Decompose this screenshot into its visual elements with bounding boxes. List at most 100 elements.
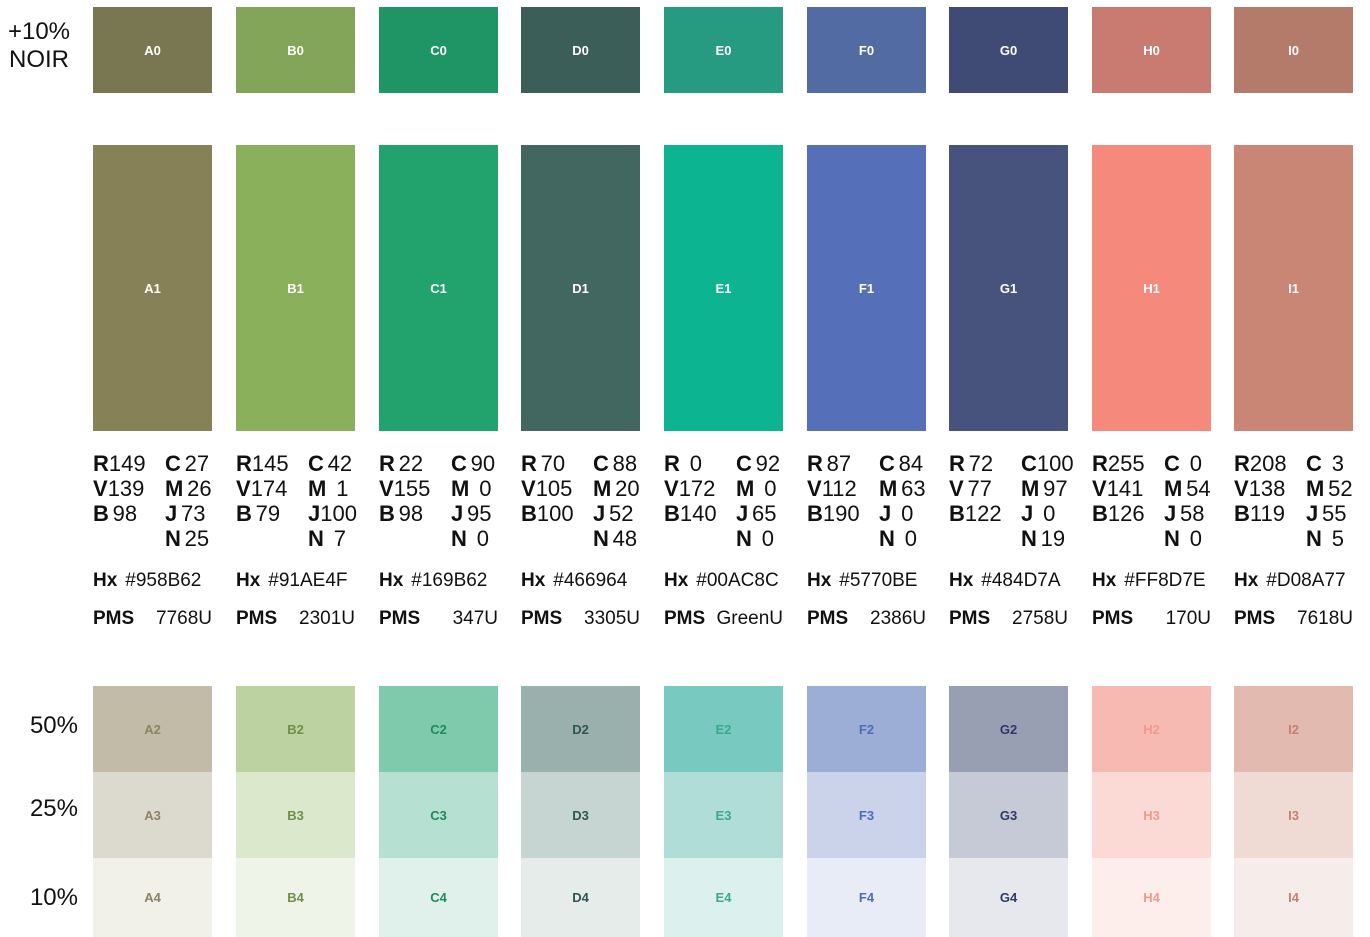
cmjn-value: 0: [761, 526, 775, 551]
color-swatch: A0: [93, 7, 212, 93]
cmjn-c: C 84: [879, 451, 927, 476]
cmjn-key: M: [451, 476, 470, 501]
pms-key: PMS: [664, 608, 706, 629]
color-specs: R 0 C 92 V172 M 0 B140 J 65 N 0: [664, 451, 804, 551]
color-swatch: A1: [93, 145, 212, 431]
rgb-value: 126: [1107, 501, 1145, 526]
cmjn-j: J 55: [1306, 501, 1350, 526]
color-swatch: D1: [521, 145, 640, 431]
pms-code: PMS 3305U: [521, 608, 640, 630]
rgb-value: 22: [398, 451, 424, 476]
cmjn-key: J: [736, 501, 749, 526]
rgb-v: V139: [93, 476, 144, 501]
cmjn-value: 0: [904, 526, 918, 551]
cmjn-m: M 20: [593, 476, 643, 501]
pms-key: PMS: [521, 608, 563, 629]
color-swatch: G3: [949, 772, 1068, 858]
hex-code: Hx #D08A77: [1234, 570, 1370, 592]
rgb-value: 70: [540, 451, 566, 476]
color-swatch: D3: [521, 772, 640, 858]
cmjn-j: J 52: [593, 501, 637, 526]
color-swatch: H0: [1092, 7, 1211, 93]
color-swatch: D4: [521, 858, 640, 937]
cmjn-n: N 48: [593, 526, 641, 551]
rgb-v: V141: [1092, 476, 1144, 501]
cmjn-value: 65: [752, 501, 777, 526]
cmjn-value: 42: [327, 451, 353, 476]
hex-code: Hx #5770BE: [807, 570, 947, 592]
pms-value: GreenU: [716, 608, 783, 629]
pms-key: PMS: [379, 608, 421, 629]
hex-value: #5770BE: [839, 570, 918, 591]
cmjn-key: C: [593, 451, 609, 476]
color-swatch: G0: [949, 7, 1068, 93]
cmjn-value: 55: [1322, 501, 1347, 526]
rgb-key: B: [807, 501, 823, 526]
row-label-noir-line1: +10%: [7, 18, 71, 45]
pms-code: PMS 2301U: [236, 608, 355, 630]
rgb-v: V 77: [949, 476, 996, 501]
cmjn-key: N: [879, 526, 895, 551]
cmjn-j: J100: [308, 501, 357, 526]
hex-value: #FF8D7E: [1124, 570, 1206, 591]
cmjn-key: M: [879, 476, 898, 501]
cmjn-key: N: [1164, 526, 1180, 551]
hex-key: Hx: [236, 570, 261, 591]
pms-value: 2758U: [1012, 608, 1068, 629]
hex-code: Hx #484D7A: [949, 570, 1089, 592]
rgb-b: B190: [807, 501, 860, 526]
cmjn-j: J 73: [165, 501, 209, 526]
cmjn-j: J 58: [1164, 501, 1208, 526]
pms-key: PMS: [93, 608, 135, 629]
cmjn-c: C 92: [736, 451, 784, 476]
cmjn-value: 52: [1328, 476, 1353, 501]
hex-code: Hx #FF8D7E: [1092, 570, 1232, 592]
color-swatch: B3: [236, 772, 355, 858]
cmjn-key: N: [1306, 526, 1322, 551]
cmjn-key: C: [1306, 451, 1322, 476]
color-swatch: H2: [1092, 686, 1211, 772]
rgb-value: 141: [1106, 476, 1144, 501]
color-swatch: E0: [664, 7, 783, 93]
rgb-key: V: [664, 476, 679, 501]
rgb-value: 138: [1248, 476, 1286, 501]
rgb-b: B 98: [93, 501, 141, 526]
rgb-value: 145: [251, 451, 289, 476]
color-swatch: C3: [379, 772, 498, 858]
rgb-value: 140: [679, 501, 717, 526]
rgb-value: 119: [1249, 501, 1285, 526]
rgb-v: V138: [1234, 476, 1286, 501]
color-swatch: B4: [236, 858, 355, 937]
cmjn-value: 7: [333, 526, 347, 551]
hex-key: Hx: [949, 570, 974, 591]
rgb-key: B: [949, 501, 965, 526]
cmjn-value: 52: [609, 501, 634, 526]
cmjn-key: J: [593, 501, 606, 526]
pms-key: PMS: [1234, 608, 1276, 629]
rgb-r: R 87: [807, 451, 855, 476]
pms-code: PMS 7618U: [1234, 608, 1353, 630]
rgb-key: B: [236, 501, 252, 526]
rgb-r: R 70: [521, 451, 569, 476]
color-swatch: F0: [807, 7, 926, 93]
cmjn-key: N: [593, 526, 609, 551]
cmjn-key: C: [879, 451, 895, 476]
rgb-b: B 79: [236, 501, 284, 526]
rgb-value: 105: [535, 476, 573, 501]
cmjn-key: N: [165, 526, 181, 551]
cmjn-value: 27: [184, 451, 210, 476]
color-swatch: F2: [807, 686, 926, 772]
cmjn-value: 95: [467, 501, 492, 526]
hex-value: #484D7A: [981, 570, 1061, 591]
cmjn-m: M 54: [1164, 476, 1214, 501]
hex-key: Hx: [521, 570, 546, 591]
cmjn-value: 90: [470, 451, 496, 476]
color-specs: R 87 C 84 V112 M 63 B190 J 0 N 0: [807, 451, 947, 551]
cmjn-key: M: [165, 476, 184, 501]
cmjn-value: 73: [181, 501, 206, 526]
rgb-key: R: [1092, 451, 1108, 476]
